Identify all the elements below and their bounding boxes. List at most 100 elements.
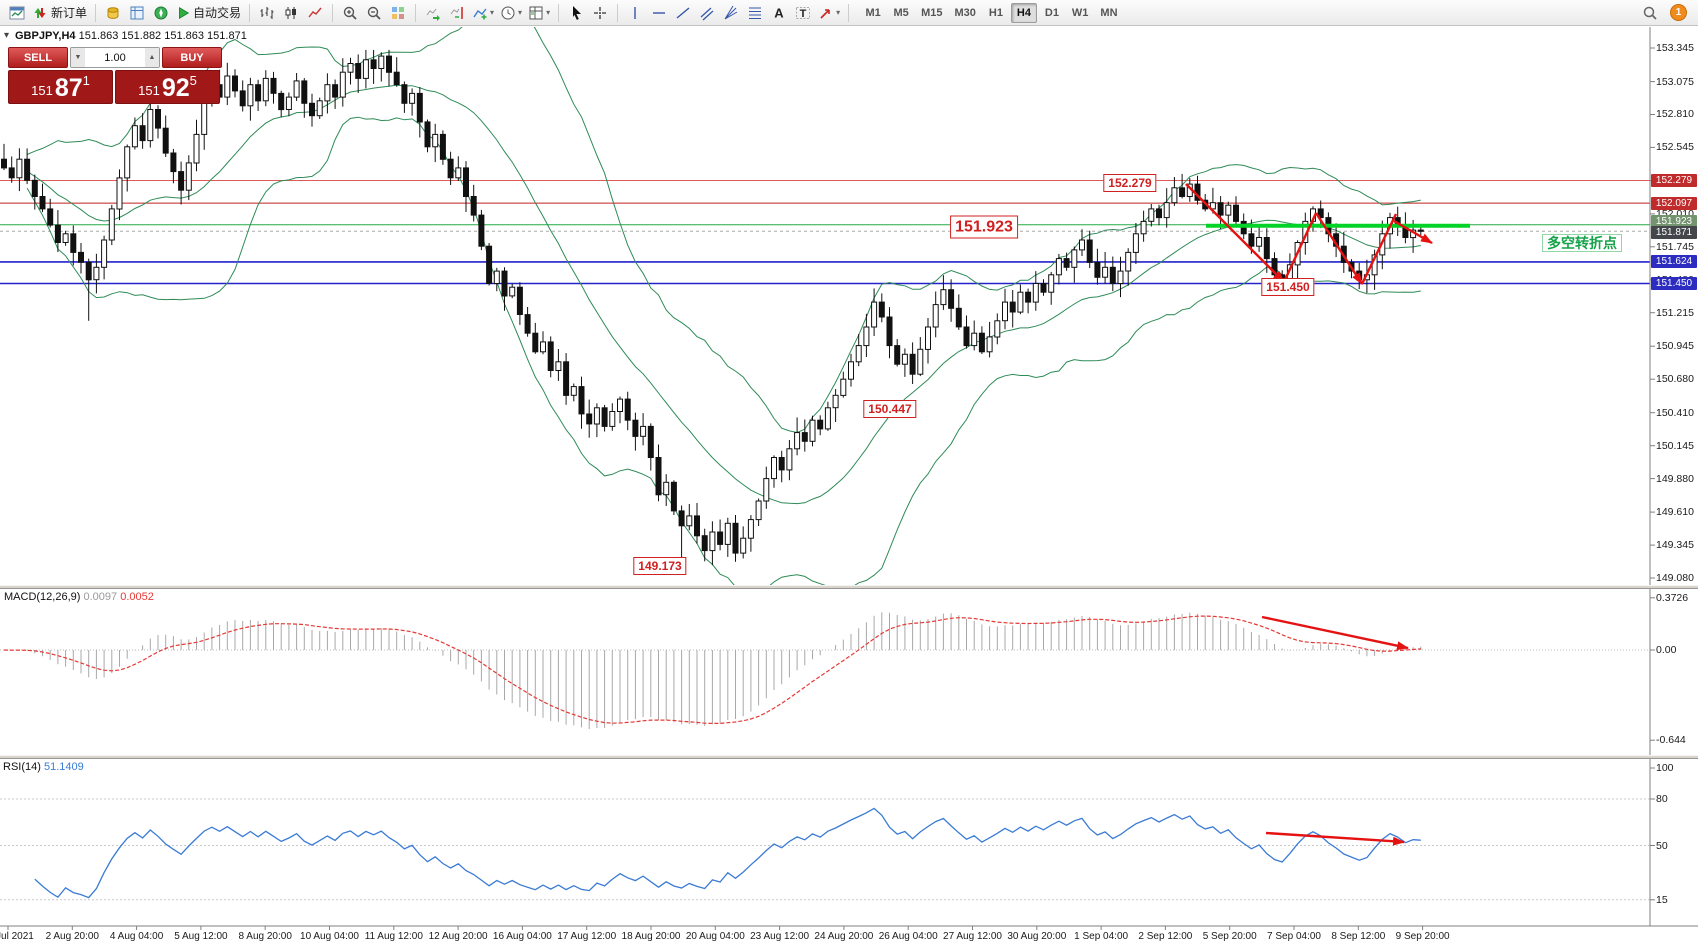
new-order-button[interactable]: 新订单: [29, 2, 90, 24]
volume-increase-button[interactable]: ▲: [145, 48, 159, 67]
market-watch-icon: [107, 6, 119, 19]
cursor-button[interactable]: [564, 2, 588, 24]
price-tick: 150.410: [1656, 406, 1694, 419]
one-click-toggle[interactable]: ▾: [4, 30, 10, 41]
text-tool-button[interactable]: A: [767, 2, 791, 24]
sell-price[interactable]: 151 87 1: [8, 70, 113, 104]
rsi-panel-label: RSI(14) 51.1409: [3, 761, 84, 773]
bar-chart-button[interactable]: [255, 2, 279, 24]
price-tick: 152.545: [1656, 141, 1694, 154]
notification-badge[interactable]: 1: [1670, 4, 1687, 21]
timeframe-h4[interactable]: H4: [1010, 2, 1037, 23]
toolbar-separator: [249, 3, 251, 22]
crosshair-button[interactable]: [588, 2, 612, 24]
timeframe-mn[interactable]: MN: [1100, 6, 1118, 19]
trendline-tool-button[interactable]: [671, 2, 695, 24]
zoom-out-button[interactable]: [362, 2, 386, 24]
navigator-icon: [154, 6, 168, 19]
data-window-button[interactable]: [125, 2, 149, 24]
time-label: 2 Aug 20:00: [45, 931, 99, 942]
toolbar-separator: [848, 3, 850, 22]
candlestick-chart-icon: [285, 6, 297, 19]
time-label: 17 Aug 12:00: [557, 931, 617, 942]
fibonacci-icon: [749, 7, 762, 19]
new-order-icon: [34, 7, 46, 18]
arrows-tool-icon: [820, 8, 830, 19]
timeframe-m15[interactable]: M15: [921, 6, 943, 19]
auto-scroll-icon: [426, 8, 441, 21]
vertical-line-tool-button[interactable]: [623, 2, 647, 24]
price-tick: 150.945: [1656, 340, 1694, 353]
timeframe-m1[interactable]: M1: [865, 6, 881, 19]
chart-annotation-label[interactable]: 151.450: [1261, 278, 1315, 296]
timeframe-m30[interactable]: M30: [954, 6, 976, 19]
panel-separator-rsi[interactable]: [0, 755, 1698, 759]
buy-price[interactable]: 151 92 5: [115, 70, 220, 104]
panel-separator-macd[interactable]: [0, 585, 1698, 589]
price-tag: 151.923: [1651, 215, 1697, 229]
time-label: 8 Sep 12:00: [1331, 931, 1386, 942]
chart-annotation-label[interactable]: 152.279: [1103, 174, 1157, 192]
price-tick: 152.810: [1656, 108, 1694, 121]
svg-text:A: A: [774, 5, 784, 20]
chart-window-icon: [9, 6, 25, 19]
autotrading-play-icon: [179, 6, 190, 19]
timeframe-h1[interactable]: H1: [988, 6, 1003, 19]
fibonacci-tool-button[interactable]: [743, 2, 767, 24]
macd-scale-label: 0.00: [1656, 644, 1677, 656]
pitchfork-tool-button[interactable]: [719, 2, 743, 24]
time-label: 11 Aug 12:00: [364, 931, 423, 942]
zoom-in-icon: [343, 6, 357, 20]
autotrading-button[interactable]: 自动交易: [173, 2, 244, 24]
search-button[interactable]: [1638, 2, 1662, 24]
timeframe-d1[interactable]: D1: [1044, 6, 1059, 19]
price-tick: 149.880: [1656, 472, 1694, 485]
timeframe-w1[interactable]: W1: [1071, 6, 1089, 19]
chart-annotation-label[interactable]: 149.173: [633, 557, 687, 575]
templates-button[interactable]: ▾: [525, 2, 553, 24]
zoom-in-button[interactable]: [338, 2, 362, 24]
price-tag: 151.871: [1651, 225, 1697, 239]
trendline-icon: [676, 6, 690, 19]
chart-annotation-label[interactable]: 151.923: [950, 215, 1018, 239]
candlestick-chart-button[interactable]: [279, 2, 303, 24]
periods-button[interactable]: ▾: [497, 2, 525, 24]
chart-shift-button[interactable]: [445, 2, 469, 24]
chart-window-button[interactable]: [5, 2, 29, 24]
sell-button[interactable]: SELL: [8, 47, 68, 68]
line-chart-button[interactable]: [303, 2, 327, 24]
channel-tool-button[interactable]: [695, 2, 719, 24]
indicators-button[interactable]: ▾: [469, 2, 497, 24]
one-click-prices: 151 87 1 151 92 5: [8, 70, 222, 104]
volume-decrease-button[interactable]: ▼: [71, 48, 85, 67]
timeframe-m5[interactable]: M5: [893, 6, 909, 19]
time-label: 26 Aug 04:00: [878, 931, 938, 942]
new-order-label: 新订单: [51, 6, 88, 20]
auto-scroll-button[interactable]: [421, 2, 445, 24]
volume-input[interactable]: [85, 48, 145, 67]
chart-annotation-label[interactable]: 多空转折点: [1542, 234, 1622, 252]
text-label-tool-button[interactable]: T: [791, 2, 815, 24]
price-tick: 150.145: [1656, 439, 1694, 452]
cursor-icon: [573, 5, 582, 20]
dropdown-caret-icon: ▾: [836, 8, 841, 17]
horizontal-line-tool-button[interactable]: [647, 2, 671, 24]
time-label: 8 Aug 20:00: [238, 931, 292, 942]
sell-price-pips: 87: [54, 74, 83, 102]
price-tick: 153.345: [1656, 42, 1694, 54]
buy-price-pips: 92: [161, 74, 190, 102]
chart-annotation-label[interactable]: 150.447: [863, 400, 917, 418]
arrows-tool-button[interactable]: ▾: [815, 2, 843, 24]
rsi-scale-label: 50: [1656, 839, 1668, 852]
vertical-line-icon: [634, 6, 636, 19]
market-watch-button[interactable]: [101, 2, 125, 24]
toolbar-right-group: 1: [1638, 2, 1693, 24]
time-label: 5 Sep 20:00: [1202, 931, 1257, 942]
buy-button[interactable]: BUY: [162, 47, 222, 68]
navigator-button[interactable]: [149, 2, 173, 24]
time-label: 7 Sep 04:00: [1267, 931, 1321, 942]
horizontal-line-icon: [653, 11, 666, 14]
tile-windows-button[interactable]: [386, 2, 410, 24]
